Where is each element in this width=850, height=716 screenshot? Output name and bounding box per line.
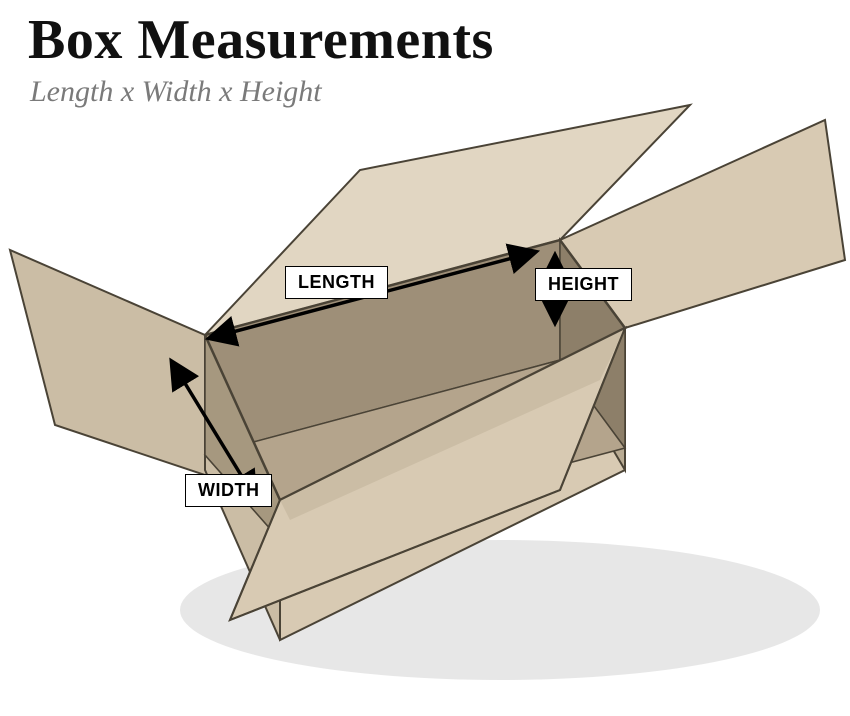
label-height: HEIGHT bbox=[535, 268, 632, 301]
label-width: WIDTH bbox=[185, 474, 272, 507]
box-diagram bbox=[0, 0, 850, 716]
page: Box Measurements Length x Width x Height bbox=[0, 0, 850, 716]
label-length: LENGTH bbox=[285, 266, 388, 299]
